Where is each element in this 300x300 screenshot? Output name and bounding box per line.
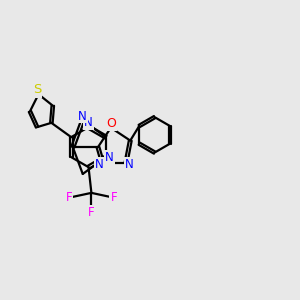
Text: N: N xyxy=(95,158,104,171)
Text: F: F xyxy=(110,191,117,204)
Text: O: O xyxy=(106,117,116,130)
Text: N: N xyxy=(105,151,114,164)
Text: F: F xyxy=(66,191,72,204)
Text: N: N xyxy=(84,116,93,129)
Text: N: N xyxy=(124,158,133,171)
Text: F: F xyxy=(88,206,95,218)
Text: S: S xyxy=(33,83,41,97)
Text: N: N xyxy=(78,110,87,122)
